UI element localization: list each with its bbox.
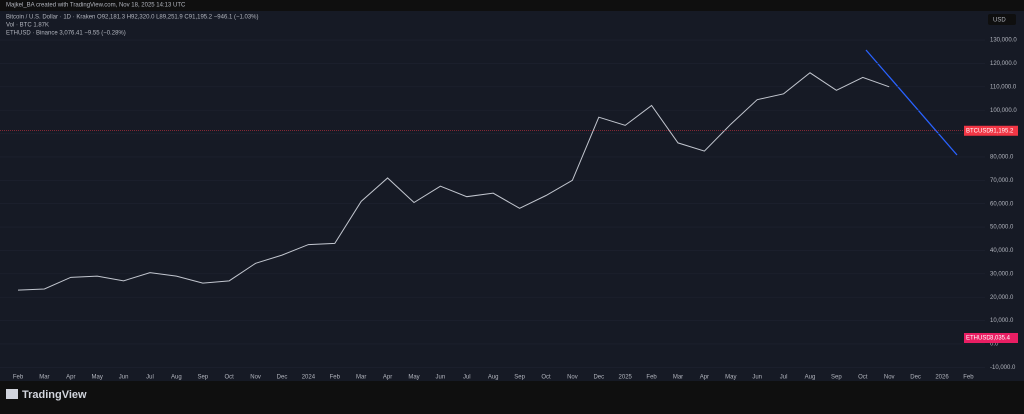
x-tick-label: Apr (700, 375, 709, 381)
x-tick-label: Mar (39, 375, 49, 381)
x-tick-label: Jun (436, 375, 446, 381)
x-tick-label: May (92, 375, 103, 381)
y-tick-label: 20,000.0 (990, 295, 1014, 301)
x-tick-label: Dec (277, 375, 288, 381)
x-tick-label: Oct (858, 375, 868, 381)
currency: USD (993, 18, 1006, 24)
logo (6, 389, 18, 399)
header: Majkel_BA created with TradingView.com, … (6, 3, 186, 9)
x-tick-label: Feb (646, 375, 657, 381)
legend: Bitcoin / U.S. Dollar · 1D · Kraken O92,… (6, 15, 259, 21)
x-tick-label: Jul (463, 375, 471, 381)
x-tick-label: Feb (330, 375, 341, 381)
y-tick-label: 110,000.0 (990, 84, 1017, 90)
price-tag-bg (964, 125, 1018, 136)
x-tick-label: Feb (13, 375, 24, 381)
y-tick-label: 120,000.0 (990, 61, 1017, 67)
x-tick-label: Sep (197, 375, 208, 381)
y-tick-label: 50,000.0 (990, 225, 1014, 231)
x-tick-label: Mar (673, 375, 683, 381)
x-tick-label: May (408, 375, 419, 381)
eth-tag-bg (964, 333, 1018, 343)
y-tick-label: 70,000.0 (990, 178, 1014, 184)
x-tick-label: Sep (514, 375, 525, 381)
x-tick-label: Jul (146, 375, 154, 381)
x-tick-label: 2026 (935, 375, 949, 381)
eth-tag-name: ETHUSD (966, 336, 991, 342)
legend: Vol · BTC 1.87K (6, 23, 49, 29)
x-tick-label: Nov (567, 375, 578, 381)
x-tick-label: Jun (752, 375, 762, 381)
y-tick-label: 130,000.0 (990, 38, 1017, 44)
trend-line (865, 49, 958, 156)
currency-box[interactable] (988, 14, 1016, 25)
x-tick-label: 2025 (619, 375, 633, 381)
price-line (17, 72, 890, 291)
x-tick-label: Mar (356, 375, 366, 381)
footer: TradingView (22, 389, 87, 401)
x-tick-label: Nov (250, 375, 261, 381)
x-tick-label: Dec (593, 375, 604, 381)
x-tick-label: Jul (780, 375, 788, 381)
legend: ETHUSD · Binance 3,076.41 −9.55 (−0.28%) (6, 31, 126, 37)
x-tick-label: Dec (910, 375, 921, 381)
x-tick-label: Aug (488, 375, 499, 381)
x-tick-label: Nov (884, 375, 895, 381)
x-tick-label: Jun (119, 375, 129, 381)
plot-bg (0, 11, 1024, 381)
x-tick-label: Aug (171, 375, 182, 381)
y-tick-label: 60,000.0 (990, 201, 1014, 207)
x-tick-label: Oct (541, 375, 551, 381)
y-tick-label: 0.0 (990, 342, 999, 348)
y-tick-label: 30,000.0 (990, 271, 1014, 277)
x-tick-label: 2024 (302, 375, 316, 381)
x-tick-label: Apr (66, 375, 75, 381)
x-tick-label: Sep (831, 375, 842, 381)
price-tag-name: BTCUSD (966, 128, 991, 134)
x-tick-label: May (725, 375, 736, 381)
y-tick-label: 80,000.0 (990, 155, 1014, 161)
x-tick-label: Aug (805, 375, 816, 381)
y-tick-label: 40,000.0 (990, 248, 1014, 254)
x-tick-label: Oct (225, 375, 235, 381)
eth-tag-value: 3,035.4 (990, 336, 1011, 342)
x-tick-label: Apr (383, 375, 392, 381)
y-tick-label: 10,000.0 (990, 318, 1014, 324)
y-tick-label: -10,000.0 (990, 365, 1016, 371)
x-tick-label: Feb (963, 375, 974, 381)
price-tag-value: 91,195.2 (990, 128, 1014, 134)
y-tick-label: 100,000.0 (990, 108, 1017, 114)
